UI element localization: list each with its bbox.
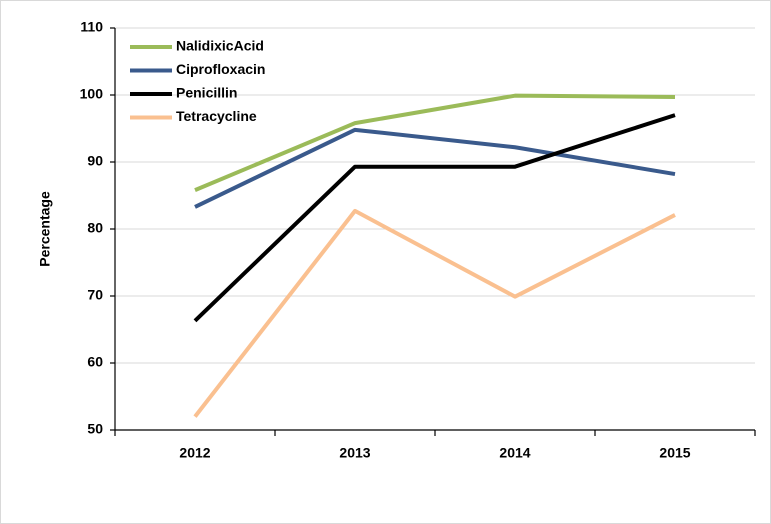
legend-label: NalidixicAcid <box>176 38 264 54</box>
x-tick-label: 2014 <box>499 445 530 461</box>
legend-label: Ciprofloxacin <box>176 61 265 77</box>
y-tick-label: 60 <box>87 354 103 370</box>
y-tick-label: 50 <box>87 421 103 437</box>
y-tick-label: 80 <box>87 220 103 236</box>
y-tick-label: 70 <box>87 287 103 303</box>
series-line <box>193 113 676 323</box>
legend-label: Tetracycline <box>176 108 257 124</box>
x-tick-label: 2015 <box>659 445 690 461</box>
series-line <box>193 208 676 418</box>
legend-label: Penicillin <box>176 85 237 101</box>
y-axis-label: Percentage <box>37 191 53 267</box>
series-line <box>194 93 676 192</box>
y-tick-label: 110 <box>80 19 103 35</box>
series-line <box>194 127 676 209</box>
x-tick-label: 2013 <box>339 445 370 461</box>
x-tick-label: 2012 <box>179 445 210 461</box>
y-tick-label: 90 <box>87 153 103 169</box>
y-tick-label: 100 <box>80 86 104 102</box>
